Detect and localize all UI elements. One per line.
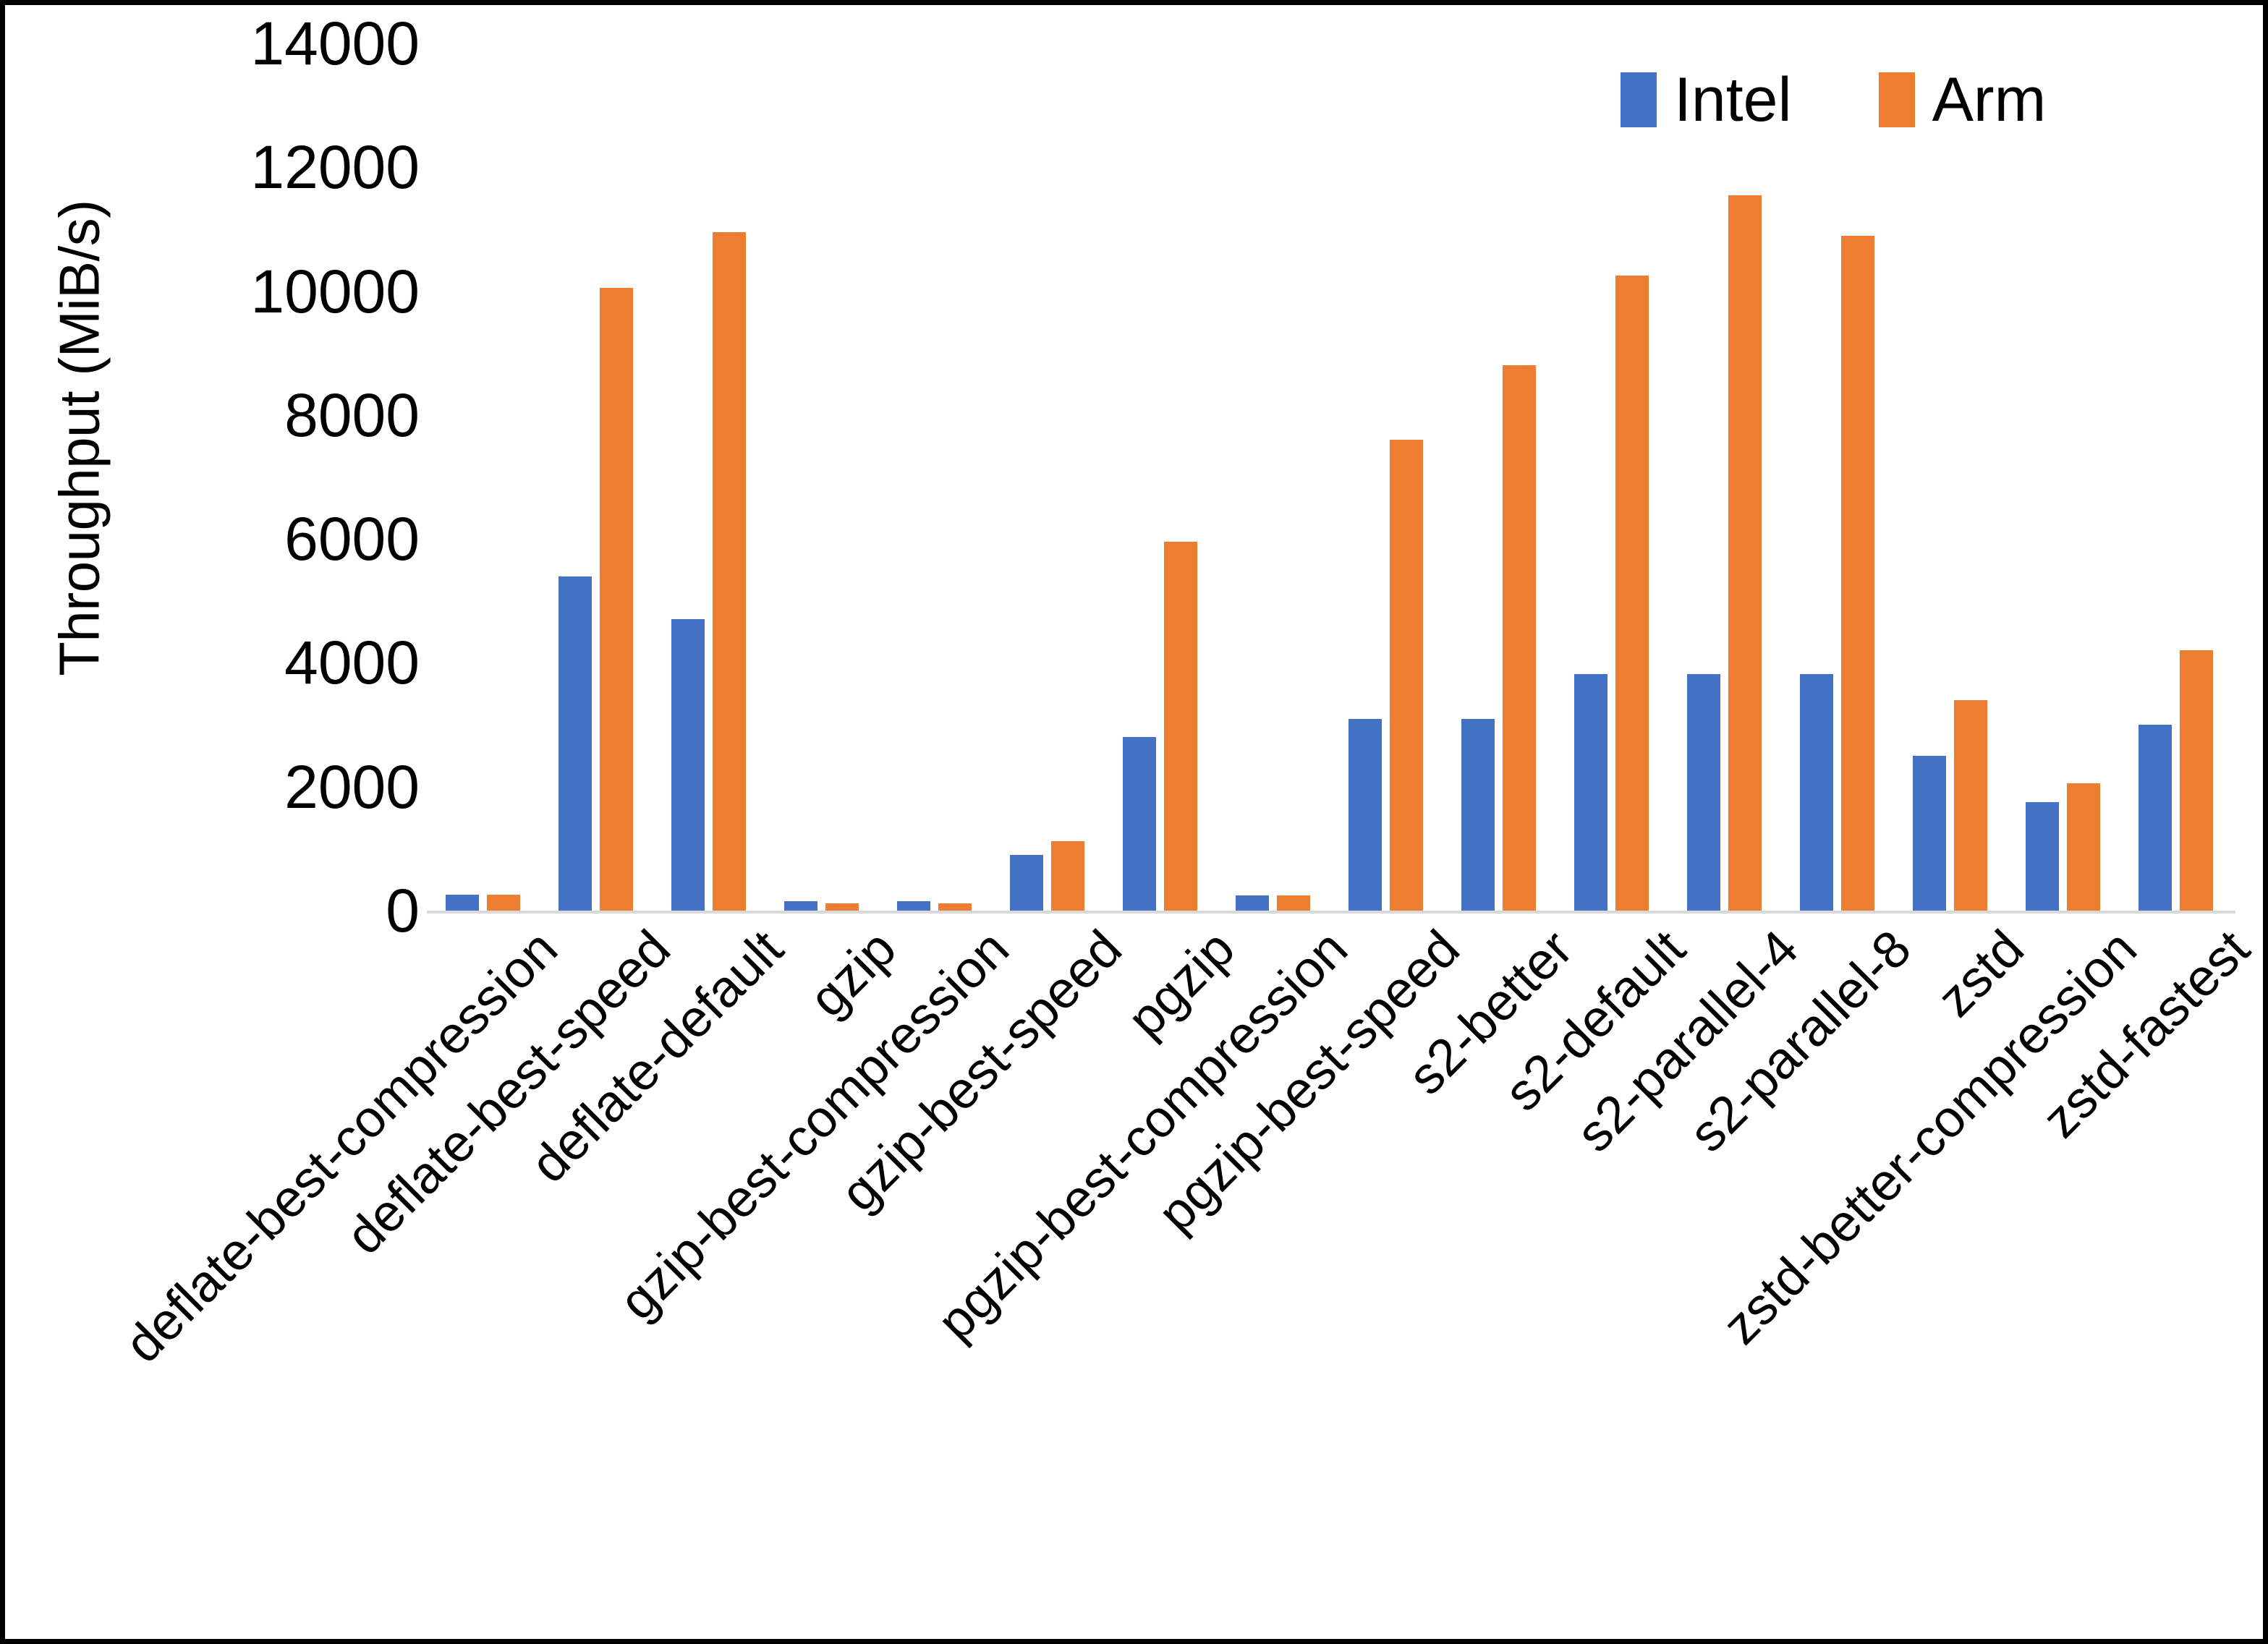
- y-axis-tick-label: 14000: [250, 9, 420, 77]
- bar-arm[interactable]: [1164, 542, 1198, 911]
- plot-area: [427, 43, 2232, 911]
- frame-border-top: [0, 0, 2268, 5]
- bar-arm[interactable]: [1051, 841, 1085, 911]
- bar-group: [878, 43, 991, 911]
- bar-arm[interactable]: [1277, 895, 1311, 911]
- frame-border-right: [2263, 0, 2268, 1644]
- bar-intel[interactable]: [1573, 673, 1607, 911]
- bar-intel[interactable]: [1123, 737, 1157, 911]
- y-axis-tick-label: 12000: [250, 133, 420, 202]
- legend-label-intel: Intel: [1674, 65, 1792, 135]
- bar-arm[interactable]: [713, 232, 747, 911]
- bar-arm[interactable]: [2066, 783, 2100, 911]
- bar-arm[interactable]: [1389, 440, 1423, 911]
- y-axis-tick-label: 4000: [284, 629, 420, 697]
- bar-arm[interactable]: [938, 903, 972, 911]
- x-axis-baseline: [427, 911, 2235, 913]
- bar-intel[interactable]: [671, 619, 705, 911]
- legend-label-arm: Arm: [1932, 65, 2047, 135]
- bar-intel[interactable]: [897, 901, 931, 911]
- bar-intel[interactable]: [2138, 725, 2172, 911]
- bar-group: [2006, 43, 2119, 911]
- bar-group: [653, 43, 765, 911]
- bar-group: [2119, 43, 2232, 911]
- x-axis-tick-labels: deflate-best-compression deflate-best-spe…: [114, 919, 2261, 1571]
- bar-intel[interactable]: [558, 576, 593, 911]
- bar-arm[interactable]: [1840, 235, 1874, 911]
- bar-group: [765, 43, 878, 911]
- bar-arm[interactable]: [487, 894, 521, 911]
- bar-intel[interactable]: [1461, 718, 1495, 911]
- legend-swatch-intel-icon: [1621, 72, 1657, 127]
- bar-group: [1668, 43, 1780, 911]
- bar-intel[interactable]: [784, 901, 818, 911]
- bar-intel[interactable]: [1236, 895, 1270, 911]
- bar-arm[interactable]: [1615, 276, 1649, 911]
- bar-intel[interactable]: [1010, 854, 1044, 911]
- y-axis-tick-label: 8000: [284, 380, 420, 449]
- bar-group: [991, 43, 1104, 911]
- bar-group: [427, 43, 540, 911]
- bar-group: [1104, 43, 1217, 911]
- bar-group: [1555, 43, 1668, 911]
- bar-arm[interactable]: [600, 288, 634, 911]
- y-axis-tick-label: 6000: [284, 505, 420, 574]
- legend-item-intel[interactable]: Intel: [1621, 69, 1792, 131]
- bar-intel[interactable]: [1912, 755, 1946, 911]
- bar-arm[interactable]: [825, 903, 859, 911]
- bar-group: [1330, 43, 1443, 911]
- bar-intel[interactable]: [1348, 718, 1382, 911]
- bar-arm[interactable]: [1728, 195, 1762, 911]
- y-axis-tick-label: 2000: [284, 752, 420, 821]
- y-axis-tick-label: 0: [386, 877, 420, 945]
- bar-arm[interactable]: [1953, 699, 1987, 911]
- bar-group: [540, 43, 653, 911]
- frame-border-bottom: [0, 1639, 2268, 1644]
- bar-group: [1780, 43, 1893, 911]
- legend-item-arm[interactable]: Arm: [1878, 65, 2047, 135]
- legend-swatch-arm-icon: [1878, 72, 1915, 127]
- bar-arm[interactable]: [2179, 650, 2213, 911]
- chart-legend: Intel Arm: [1621, 69, 2046, 131]
- y-axis-tick-labels: 14000 12000 10000 8000 6000 4000 2000 0: [109, 0, 420, 1644]
- y-axis-tick-label: 10000: [250, 257, 420, 325]
- bar-intel[interactable]: [1799, 673, 1833, 911]
- frame-border-left: [0, 0, 5, 1644]
- bar-group: [1893, 43, 2006, 911]
- y-axis-title: Throughput (MiB/s): [47, 200, 111, 676]
- bar-arm[interactable]: [1502, 365, 1536, 911]
- bar-intel[interactable]: [2025, 802, 2059, 911]
- bar-group: [1442, 43, 1555, 911]
- bar-intel[interactable]: [446, 894, 480, 911]
- bar-group: [1217, 43, 1330, 911]
- bar-intel[interactable]: [1686, 673, 1720, 911]
